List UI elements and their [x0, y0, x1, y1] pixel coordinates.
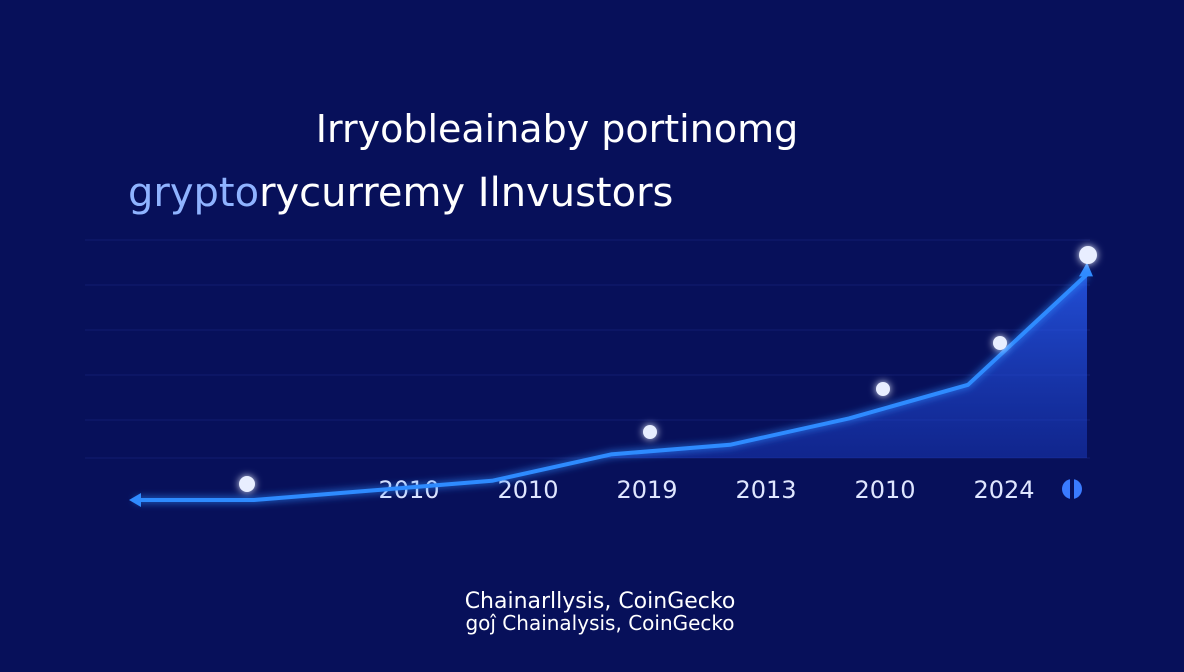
area — [135, 274, 1087, 458]
x-tick-label: 2010 — [497, 476, 558, 504]
arrow-head — [1079, 262, 1093, 277]
subtitle-part: rycurremy Ilnvustors — [259, 170, 673, 216]
plot: 2010 2010 2019 2013 2010 2024 — [129, 262, 1093, 507]
line — [135, 272, 1089, 502]
source: Chainarllysis, CoinGecko — [465, 589, 736, 614]
markers — [239, 246, 1097, 492]
x-tick-label: 2013 — [735, 476, 796, 504]
x-tick-label: 2010 — [854, 476, 915, 504]
source: goĵ Chainalysis, CoinGecko — [465, 611, 734, 635]
subtitle-part: grypto — [128, 170, 259, 216]
chart-subtitle: gryptorycurremy Ilnvustors — [128, 170, 673, 216]
end-icon — [1062, 478, 1082, 500]
chart-title: Irryobleainaby portinomg — [316, 107, 798, 151]
x-tick-label: 2019 — [616, 476, 677, 504]
arrow-head — [129, 493, 141, 507]
x-tick-label: 2024 — [973, 476, 1034, 504]
